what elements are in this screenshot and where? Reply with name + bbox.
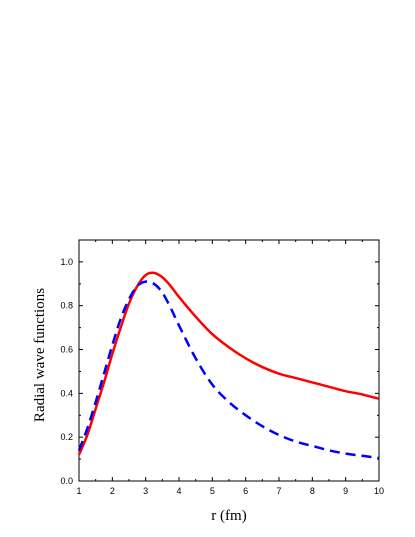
y-tick-label: 0.6 (60, 345, 73, 355)
x-tick-label: 10 (374, 486, 384, 496)
axis-tick-labels: 1 2 3 4 5 6 7 8 9 10 0.0 0.2 0.4 0.6 0.8 1.0 (60, 257, 384, 496)
y-axis-title: Radial wave functions (32, 288, 48, 422)
plot-frame (78, 239, 380, 482)
x-tick-label: 3 (143, 486, 148, 496)
y-tick-label: 0.4 (60, 388, 73, 398)
x-tick-label: 5 (210, 486, 215, 496)
solid-series-line (77, 271, 380, 456)
x-tick-label: 1 (76, 486, 81, 496)
x-tick-label: 8 (310, 486, 315, 496)
x-tick-label: 6 (243, 486, 248, 496)
x-axis-title: r (fm) (211, 508, 246, 524)
y-tick-label: 0.2 (60, 432, 73, 442)
y-tick-label: 0.0 (60, 476, 73, 486)
axis-ticks (78, 239, 380, 482)
x-tick-label: 4 (176, 486, 181, 496)
dashed-series-line (77, 280, 380, 460)
x-tick-label: 2 (110, 486, 115, 496)
y-tick-label: 1.0 (60, 257, 73, 267)
series-group (77, 271, 380, 460)
y-tick-label: 0.8 (60, 301, 73, 311)
x-tick-label: 7 (276, 486, 281, 496)
x-tick-label: 9 (343, 486, 348, 496)
